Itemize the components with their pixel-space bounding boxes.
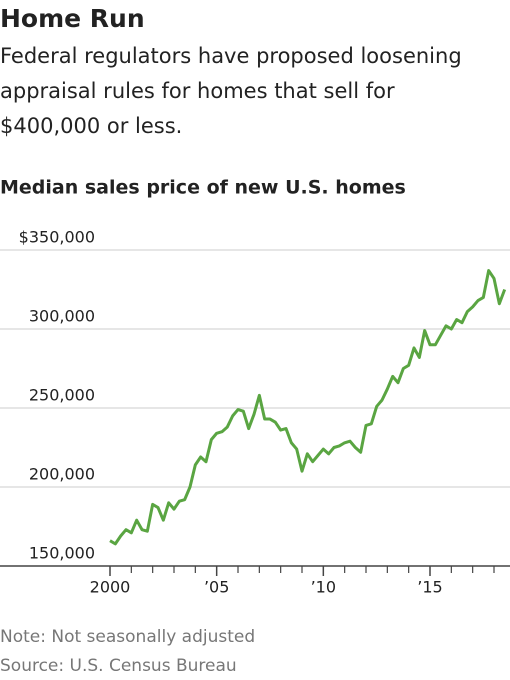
y-tick-label: 300,000 (29, 307, 95, 326)
chart-title: Home Run (0, 4, 145, 33)
x-tick-label: ’10 (311, 578, 336, 597)
x-tick-label: ’15 (417, 578, 442, 597)
y-tick-label: 150,000 (29, 544, 95, 563)
subtitle: Federal regulators have proposed looseni… (0, 44, 462, 68)
y-tick-label: 200,000 (29, 465, 95, 484)
x-tick-label: 2000 (90, 578, 131, 597)
subtitle: appraisal rules for homes that sell for (0, 79, 395, 103)
source: Source: U.S. Census Bureau (0, 656, 237, 676)
subtitle: $400,000 or less. (0, 114, 182, 138)
y-tick-label: 250,000 (29, 386, 95, 405)
x-tick-label: ’05 (204, 578, 229, 597)
chart-subtitle: Median sales price of new U.S. homes (0, 177, 406, 199)
note: Note: Not seasonally adjusted (0, 627, 255, 647)
y-tick-label: $350,000 (19, 228, 95, 247)
data-line (109, 269, 507, 546)
